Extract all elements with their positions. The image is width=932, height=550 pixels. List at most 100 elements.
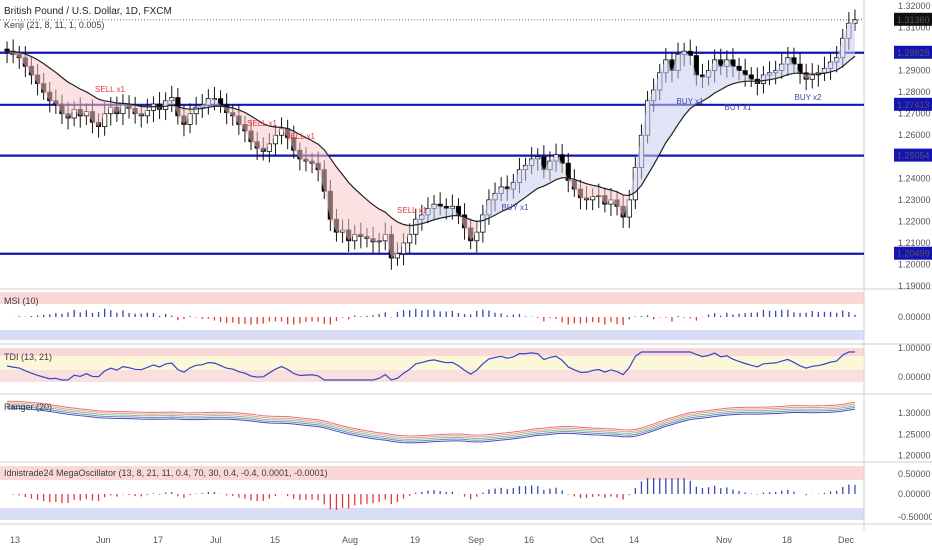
kenji-cloud-segment xyxy=(464,217,471,241)
kenji-cloud-segment xyxy=(440,206,447,219)
kenji-cloud-segment xyxy=(397,221,404,254)
kenji-cloud-segment xyxy=(690,55,697,109)
kenji-line xyxy=(7,50,856,227)
kenji-cloud-segment xyxy=(488,193,496,219)
level-price-label: 1.25054 xyxy=(897,151,930,161)
mega-tick-label: 0.00000 xyxy=(898,489,931,499)
kenji-cloud-segment xyxy=(141,106,148,116)
kenji-cloud-segment xyxy=(714,59,721,93)
kenji-cloud-segment xyxy=(543,161,550,187)
tdi-mid-band xyxy=(0,356,864,370)
ranger-tick-label: 1.20000 xyxy=(898,451,931,461)
kenji-cloud-segment xyxy=(745,74,752,82)
kenji-cloud-segment xyxy=(299,134,306,162)
kenji-cloud-segment xyxy=(610,189,618,207)
kenji-cloud-segment xyxy=(623,194,630,218)
kenji-cloud-segment xyxy=(452,206,459,216)
kenji-cloud-segment xyxy=(348,182,355,241)
kenji-cloud-segment xyxy=(31,56,38,84)
kenji-cloud-segment xyxy=(702,70,709,102)
level-price-badge xyxy=(894,97,932,111)
mega-lower-band xyxy=(0,508,864,520)
kenji-cloud-segment xyxy=(122,103,130,109)
tdi-panel-label: TDI (13, 21) xyxy=(4,352,53,362)
kenji-cloud-segment xyxy=(720,59,727,90)
ranger-line xyxy=(7,400,856,437)
kenji-cloud-segment xyxy=(257,119,264,152)
price-tick-label: 1.28000 xyxy=(898,87,931,97)
kenji-cloud-segment xyxy=(732,66,740,84)
tdi-tick-label: 0.00000 xyxy=(898,372,931,382)
kenji-cloud-segment xyxy=(586,183,593,200)
kenji-cloud-segment xyxy=(165,97,172,107)
kenji-cloud-segment xyxy=(617,191,624,218)
time-axis-label: Oct xyxy=(590,535,605,545)
kenji-cloud-segment xyxy=(43,63,50,101)
kenji-cloud-segment xyxy=(537,156,544,189)
kenji-cloud-segment xyxy=(580,181,587,200)
kenji-cloud-segment xyxy=(373,204,380,242)
price-tick-label: 1.22000 xyxy=(898,216,931,226)
kenji-cloud-segment xyxy=(769,70,776,80)
kenji-cloud-segment xyxy=(360,194,367,239)
kenji-cloud-segment xyxy=(726,59,733,87)
kenji-cloud-segment xyxy=(659,59,666,154)
signal-label: BUY x1 xyxy=(725,103,753,112)
kenji-cloud-segment xyxy=(55,72,62,114)
kenji-cloud-segment xyxy=(556,154,563,180)
time-axis-label: 16 xyxy=(524,535,534,545)
kenji-cloud-segment xyxy=(696,74,703,105)
signal-label: SELL x1 xyxy=(95,85,125,94)
kenji-cloud-segment xyxy=(501,186,508,212)
level-price-badge xyxy=(894,246,932,260)
candle-body xyxy=(407,233,413,244)
kenji-cloud-segment xyxy=(385,212,392,258)
kenji-cloud-segment xyxy=(25,54,32,75)
kenji-cloud-segment xyxy=(757,74,764,84)
time-axis-label: Sep xyxy=(468,535,484,545)
price-tick-label: 1.23000 xyxy=(898,195,931,205)
ranger-tick-label: 1.25000 xyxy=(898,429,931,439)
kenji-cloud-segment xyxy=(202,98,209,109)
signal-label: BUY x2 xyxy=(795,93,823,102)
signal-label: BUY x1 xyxy=(677,97,705,106)
signal-label: SELL x1 xyxy=(247,119,277,128)
signal-label: SELL x1 xyxy=(285,132,315,141)
kenji-cloud-segment xyxy=(342,174,349,241)
kenji-cloud-segment xyxy=(336,167,343,233)
kenji-cloud-segment xyxy=(354,188,361,237)
msi-lower-band xyxy=(0,330,864,340)
kenji-cloud-segment xyxy=(19,52,26,67)
kenji-cloud-segment xyxy=(592,185,599,197)
candle-body xyxy=(565,162,571,181)
kenji-cloud-segment xyxy=(263,123,270,152)
kenji-cloud-segment xyxy=(531,156,538,193)
candle-body xyxy=(400,242,407,255)
kenji-cloud-segment xyxy=(330,158,337,233)
ranger-line xyxy=(7,405,856,442)
kenji-cloud-segment xyxy=(171,97,178,116)
ranger-tick-label: 1.30000 xyxy=(898,408,931,418)
msi-tick-label: 0.00000 xyxy=(898,312,931,322)
ranger-line xyxy=(7,404,856,440)
kenji-cloud-segment xyxy=(104,100,111,114)
kenji-cloud-segment xyxy=(434,204,441,220)
price-tick-label: 1.20000 xyxy=(898,259,931,269)
level-price-label: 1.27413 xyxy=(897,100,930,110)
kenji-cloud-segment xyxy=(793,64,801,74)
kenji-cloud-segment xyxy=(287,128,294,151)
kenji-cloud-segment xyxy=(68,82,75,118)
kenji-cloud-segment xyxy=(653,72,660,165)
kenji-cloud-segment xyxy=(513,169,520,206)
tdi-upper-band xyxy=(0,348,864,356)
kenji-cloud-segment xyxy=(507,182,514,210)
kenji-cloud-segment xyxy=(232,107,239,125)
time-axis-label: Nov xyxy=(716,535,733,545)
kenji-cloud-segment xyxy=(476,214,483,233)
time-axis-label: 18 xyxy=(782,535,792,545)
level-price-label: 1.29828 xyxy=(897,48,930,58)
kenji-cloud-segment xyxy=(781,57,788,77)
kenji-cloud-segment xyxy=(427,204,435,222)
kenji-cloud-segment xyxy=(415,214,422,225)
